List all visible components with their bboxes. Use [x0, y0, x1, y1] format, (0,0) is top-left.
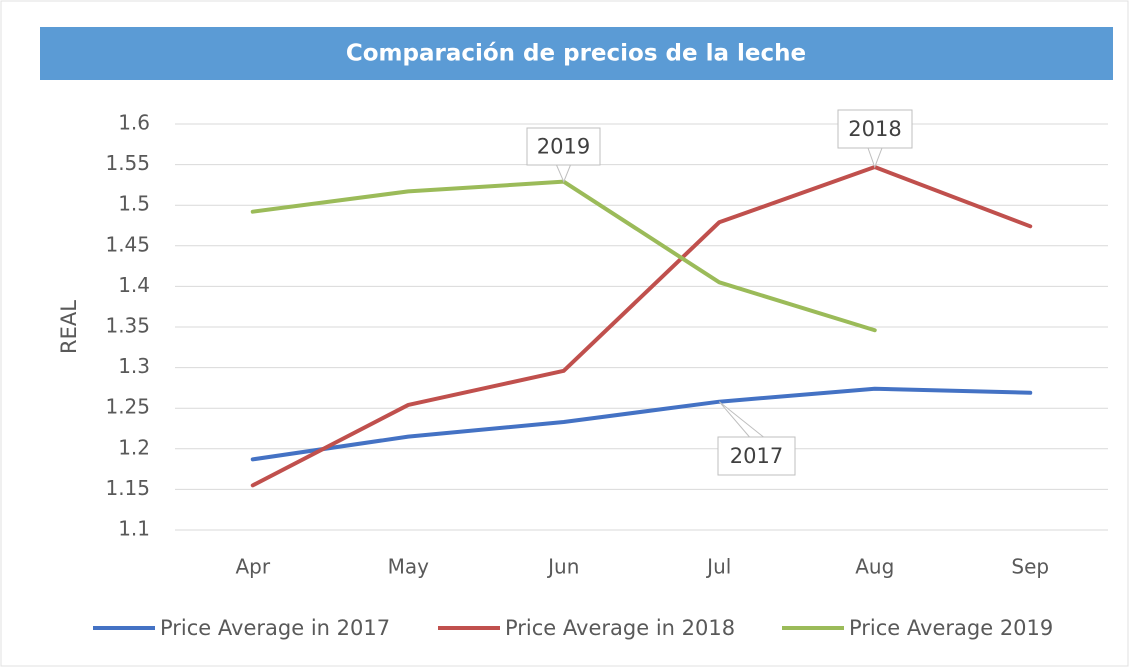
legend-label: Price Average in 2017: [160, 616, 390, 640]
y-tick-label: 1.5: [118, 192, 150, 216]
y-tick-label: 1.35: [105, 314, 150, 338]
series-line: [250, 386, 1033, 462]
x-tick-label: May: [388, 555, 430, 579]
legend-label: Price Average in 2018: [505, 616, 735, 640]
annotation: 2017: [730, 444, 783, 468]
y-tick-label: 1.15: [105, 476, 150, 500]
y-tick-label: 1.25: [105, 395, 150, 419]
x-tick-label: Jul: [705, 555, 731, 579]
callout-box: [526, 127, 601, 166]
annotation: 2018: [848, 117, 901, 141]
y-tick-label: 1.4: [118, 273, 150, 297]
annotation: 2019: [537, 135, 590, 159]
x-tick-label: Aug: [855, 555, 894, 579]
x-tick-label: Jun: [546, 555, 579, 579]
y-tick-label: 1.6: [118, 111, 150, 135]
y-tick-label: 1.2: [118, 435, 150, 459]
series-line: [250, 165, 1033, 488]
chart-title: Comparación de precios de la leche: [346, 41, 806, 67]
y-tick-label: 1.3: [118, 354, 150, 378]
x-tick-label: Apr: [235, 555, 270, 579]
y-tick-label: 1.45: [105, 232, 150, 256]
y-tick-label: 1.1: [118, 517, 150, 541]
callout-box: [717, 436, 796, 476]
legend-label: Price Average 2019: [849, 616, 1053, 640]
callout-box: [837, 109, 913, 149]
y-axis-label: REAL: [57, 300, 81, 354]
y-tick-label: 1.55: [105, 151, 150, 175]
x-tick-label: Sep: [1011, 555, 1049, 579]
title-bar: [40, 27, 1113, 80]
